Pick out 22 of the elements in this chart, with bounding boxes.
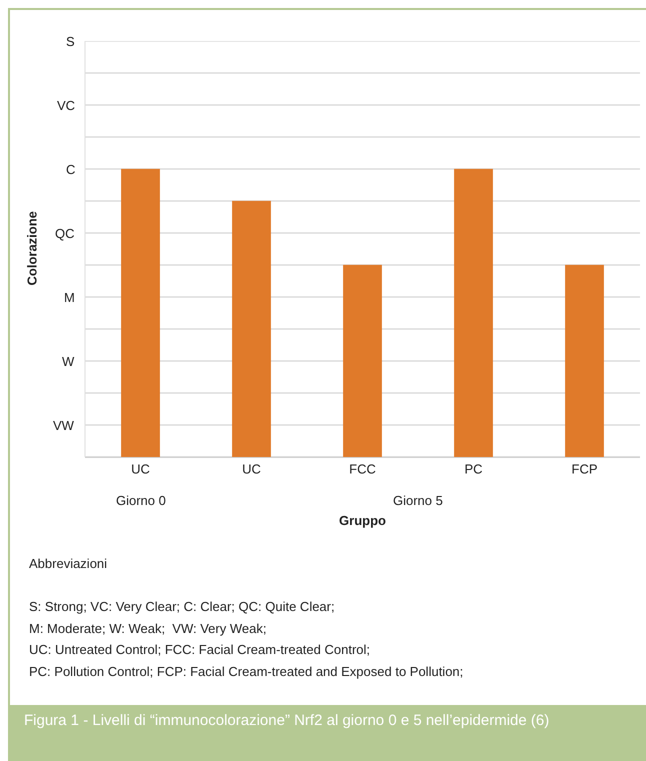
x-tick-label: UC: [242, 462, 261, 477]
text: PC: Pollution Control; FCP: Facial Cream-treated and Exposed to Pollution;: [29, 664, 464, 678]
x-axis-title: Gruppo: [339, 513, 386, 528]
text: Giorno 5: [393, 493, 443, 508]
x-tick-label: UC: [131, 462, 150, 477]
text: Figura 1 - Livelli di “immunocolorazione” Nrf2 al giorno 0 e 5 nell’epidermide (6): [10, 705, 646, 761]
category-label: W: [62, 354, 74, 369]
text: UC: Untreated Control; FCC: Facial Cream-treated Control;: [29, 642, 370, 657]
category-label: C: [66, 162, 76, 177]
y-axis-title: Colorazione: [24, 211, 40, 286]
category-label: VW: [53, 418, 74, 433]
x-tick-label: FCP: [572, 462, 598, 477]
text: S: Strong; VC: Very Clear; C: Clear; QC: Quite Clear;: [29, 599, 335, 614]
category-label: VC: [57, 98, 76, 113]
category-label: QC: [55, 226, 74, 241]
text: M: Moderate; W: Weak; VW: Very Weak;: [29, 620, 266, 636]
x-tick-label: PC: [464, 462, 483, 477]
x-tick-label: FCC: [349, 462, 376, 477]
category-label: M: [64, 290, 75, 305]
category-label: S: [66, 34, 75, 49]
text: Abbreviazioni: [29, 556, 108, 571]
text: Giorno 0: [116, 493, 166, 508]
